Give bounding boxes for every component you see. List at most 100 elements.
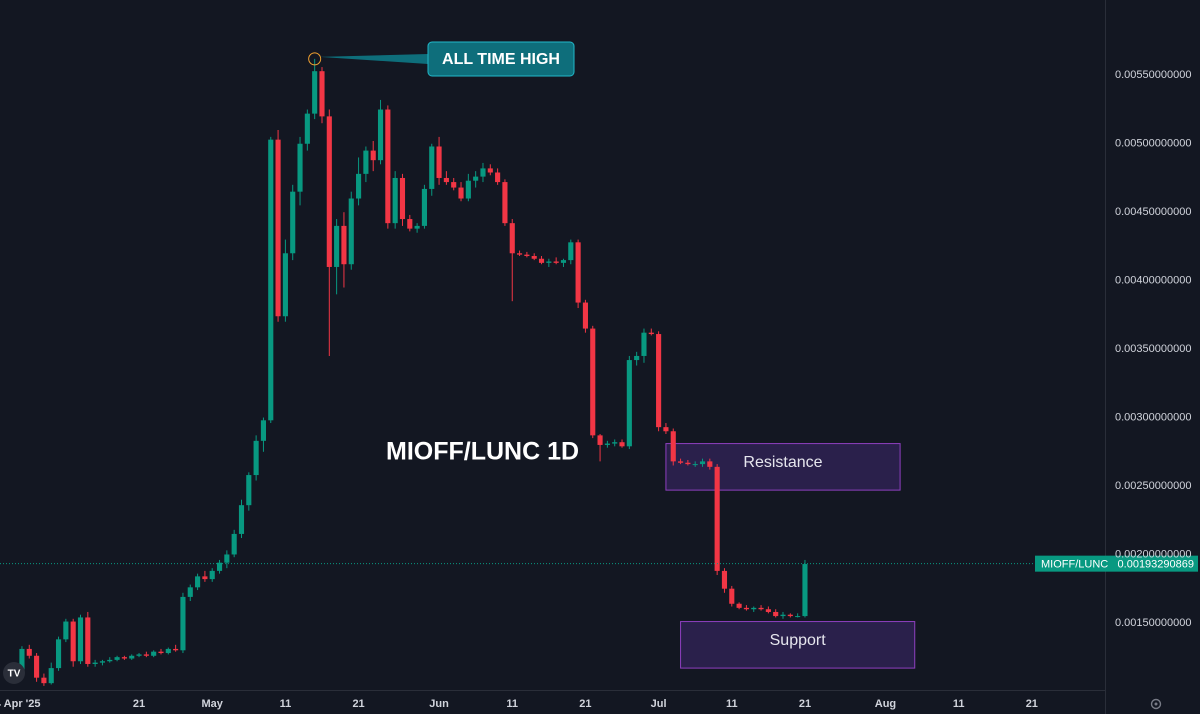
candle-body — [714, 466, 720, 571]
candle-body — [26, 648, 32, 656]
candle-body — [692, 464, 698, 466]
x-tick-label: May — [202, 698, 224, 710]
candle-body — [758, 607, 764, 610]
tv-logo: TV — [3, 662, 25, 684]
candle-body — [238, 505, 245, 534]
candle-body — [136, 654, 142, 656]
candle-body — [319, 71, 325, 117]
candle-body — [699, 461, 706, 465]
candle-body — [685, 462, 691, 465]
candle-body — [173, 648, 179, 651]
candle-body — [414, 225, 420, 229]
candle-body — [780, 614, 786, 617]
candle-body — [626, 360, 632, 447]
candle-body — [546, 261, 552, 263]
candle-body — [385, 109, 391, 224]
candle-body — [421, 188, 427, 226]
candle-body — [443, 177, 449, 183]
candle-body — [121, 657, 127, 659]
candle-body — [202, 576, 208, 580]
candle-body — [487, 168, 493, 173]
price-tag — [1035, 555, 1198, 572]
y-tick-label: 0.00400000000 — [1115, 275, 1191, 287]
candle-body — [656, 334, 662, 428]
y-tick-label: 0.00300000000 — [1115, 411, 1191, 423]
x-tick-label: 21 — [133, 698, 145, 710]
candle-body — [707, 461, 713, 467]
candle-body — [465, 180, 471, 199]
y-tick-label: 0.00450000000 — [1115, 206, 1191, 218]
candle-body — [399, 177, 406, 220]
candle-body — [70, 621, 76, 662]
candle-body — [743, 607, 749, 610]
candle-body — [99, 661, 106, 663]
candle-body — [648, 332, 654, 335]
candle-body — [751, 607, 757, 610]
ath-pointer — [319, 54, 428, 64]
x-tick-label: 21 — [799, 698, 811, 710]
candle-body — [304, 113, 310, 144]
candle-body — [216, 562, 223, 571]
x-tick-label: 11 — [953, 698, 965, 710]
candle-body — [590, 328, 596, 436]
candle-body — [560, 260, 567, 263]
candle-body — [612, 442, 618, 444]
candle-body — [795, 616, 801, 618]
zone-box — [680, 621, 916, 669]
zone-label: Support — [770, 632, 827, 649]
settings-icon[interactable] — [1150, 698, 1162, 710]
candle-body — [721, 570, 728, 589]
candle-body — [19, 648, 25, 673]
candle-body — [195, 576, 201, 588]
candle-body — [246, 475, 252, 506]
chart-title: MIOFF/LUNC 1D — [386, 438, 579, 466]
candle-body — [107, 659, 113, 662]
candle-body — [151, 651, 157, 656]
y-tick-label: 0.00150000000 — [1115, 617, 1191, 629]
candle-body — [282, 253, 288, 317]
candle-body — [334, 225, 340, 267]
candle-body — [224, 554, 230, 563]
candle-body — [678, 461, 684, 463]
candle-body — [290, 191, 296, 254]
candle-body — [458, 187, 464, 199]
candle-body — [275, 139, 281, 317]
candle-body — [370, 150, 376, 161]
candle-body — [517, 253, 523, 255]
candle-body — [92, 662, 98, 664]
candle-body — [568, 242, 574, 261]
candle-body — [377, 109, 384, 161]
ath-marker — [308, 52, 322, 66]
candle-body — [765, 609, 771, 612]
candle-body — [392, 177, 398, 224]
candle-body — [348, 198, 354, 265]
zones: Resistance Support — [665, 443, 916, 669]
x-tick-label: Aug — [875, 698, 896, 710]
candle-body — [312, 71, 318, 114]
candle-body — [48, 668, 54, 684]
candle-body — [509, 223, 515, 254]
x-tick-label: 11 — [726, 698, 738, 710]
candle-body — [436, 146, 442, 178]
candle-body — [34, 655, 40, 678]
candle-body — [253, 440, 259, 476]
price-tag-name: MIOFF/LUNC — [1041, 559, 1108, 571]
candle-body — [268, 139, 274, 421]
y-tick-label: 0.00500000000 — [1115, 138, 1191, 150]
candle-body — [524, 254, 530, 257]
x-tick-label: 11 — [280, 698, 292, 710]
x-tick-label: 11 — [506, 698, 518, 710]
candle-body — [802, 564, 808, 617]
candle-body — [63, 621, 69, 640]
ath-box — [427, 41, 575, 77]
candle-body — [363, 150, 369, 174]
candle-body — [129, 655, 135, 659]
candle-body — [641, 332, 647, 356]
candle-body — [553, 261, 559, 263]
svg-text:TV: TV — [8, 669, 21, 680]
candle-body — [55, 639, 62, 669]
candle-body — [158, 651, 164, 654]
y-tick-label: 0.00200000000 — [1115, 548, 1191, 560]
candle-body — [231, 533, 237, 555]
